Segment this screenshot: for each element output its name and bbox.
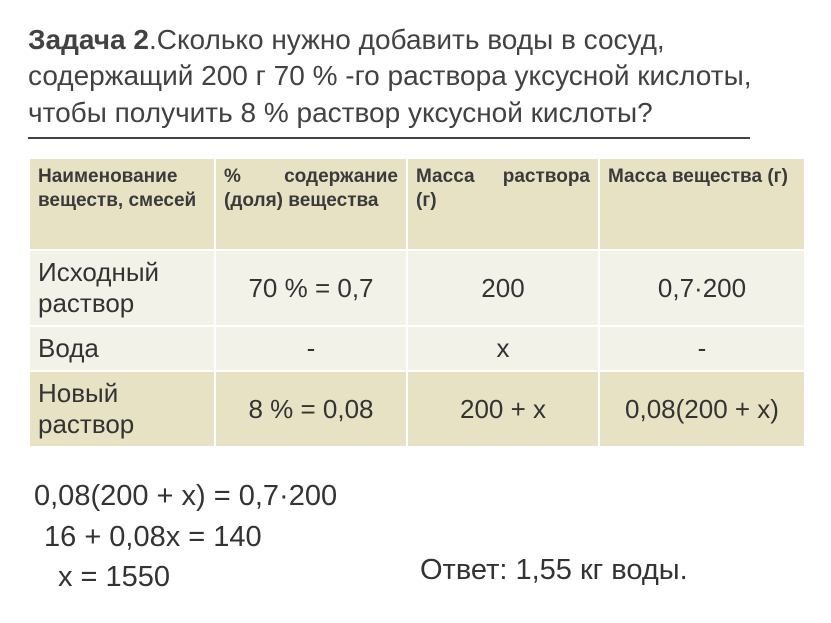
cell-name: Вода [29, 326, 215, 371]
cell-percent: 8 % = 0,08 [215, 371, 407, 447]
table-row: Новый раствор 8 % = 0,08 200 + х 0,08(20… [29, 371, 805, 447]
table-body: Исходный раствор 70 % = 0,7 200 0,7·200 … [29, 250, 805, 447]
cell-percent: 70 % = 0,7 [215, 250, 407, 326]
cell-mass-sol: 200 + х [407, 371, 599, 447]
cell-mass-sol: х [407, 326, 599, 371]
problem-underline [28, 137, 750, 139]
table-header-row: Наименование веществ, смесей % содержани… [29, 158, 805, 250]
calc-line: 0,08(200 + х) = 0,7·200 [34, 476, 803, 517]
table-row: Исходный раствор 70 % = 0,7 200 0,7·200 [29, 250, 805, 326]
answer-text: Ответ: 1,55 кг воды. [420, 554, 688, 587]
col-header-percent: % содержание (доля) вещества [215, 158, 407, 250]
col-header-mass-solution: Масса раствора (г) [407, 158, 599, 250]
col-header-mass-substance: Масса вещества (г) [599, 158, 805, 250]
col-header-name: Наименование веществ, смесей [29, 158, 215, 250]
problem-label: Задача 2 [28, 24, 149, 55]
cell-mass-sub: 0,7·200 [599, 250, 805, 326]
cell-mass-sub: - [599, 326, 805, 371]
calc-line: 16 + 0,08х = 140 [34, 517, 803, 558]
solution-table: Наименование веществ, смесей % содержани… [28, 157, 806, 448]
cell-name: Новый раствор [29, 371, 215, 447]
problem-statement: Задача 2.Сколько нужно добавить воды в с… [28, 22, 803, 131]
cell-name: Исходный раствор [29, 250, 215, 326]
cell-mass-sol: 200 [407, 250, 599, 326]
table-row: Вода - х - [29, 326, 805, 371]
cell-percent: - [215, 326, 407, 371]
cell-mass-sub: 0,08(200 + х) [599, 371, 805, 447]
